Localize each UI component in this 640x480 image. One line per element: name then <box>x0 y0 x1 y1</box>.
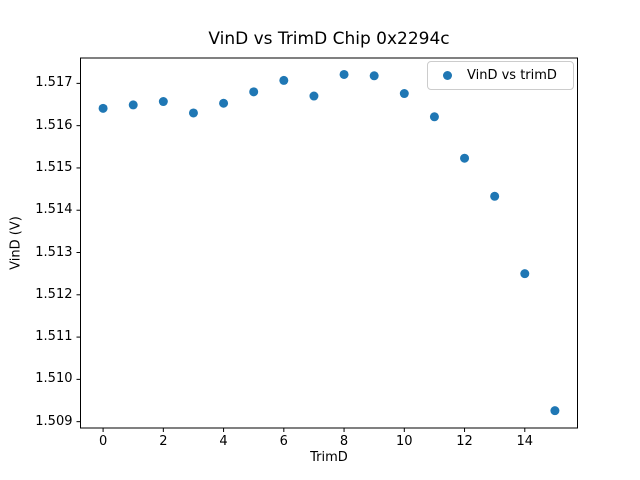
scatter-point <box>429 112 439 122</box>
scatter-point <box>490 191 500 201</box>
scatter-point <box>339 69 349 79</box>
scatter-point <box>520 269 530 279</box>
x-axis-label: TrimD <box>310 450 348 465</box>
scatter-point <box>128 100 138 110</box>
x-tick-label: 14 <box>516 434 534 449</box>
chart-title: VinD vs TrimD Chip 0x2294c <box>208 29 450 49</box>
x-tick-label: 4 <box>219 434 228 449</box>
x-tick-label: 8 <box>339 434 349 449</box>
y-tick-label: 1.513 <box>35 244 73 260</box>
scatter-point <box>550 406 560 416</box>
legend[interactable]: VinD vs trimD <box>427 61 574 90</box>
y-tick-label: 1.512 <box>35 286 73 302</box>
y-tick-label: 1.514 <box>35 202 73 218</box>
scatter-point <box>98 103 108 113</box>
y-axis-label: VinD (V) <box>8 216 24 270</box>
scatter-point <box>188 108 198 118</box>
scatter-point <box>369 71 379 81</box>
scatter-point <box>249 87 259 97</box>
y-tick-label: 1.511 <box>35 329 73 345</box>
x-tick-label: 0 <box>98 434 108 449</box>
scatter-point <box>279 75 289 85</box>
scatter-point <box>460 153 470 163</box>
scatter-point <box>158 97 168 107</box>
y-tick-label: 1.509 <box>35 413 73 429</box>
x-tick-label: 10 <box>396 434 413 449</box>
legend-label: VinD vs trimD <box>467 68 557 83</box>
y-tick-label: 1.517 <box>35 75 73 91</box>
y-tick-label: 1.516 <box>35 117 73 133</box>
legend-marker-icon <box>443 71 452 80</box>
y-tick-label: 1.510 <box>35 371 73 387</box>
scatter-point <box>309 91 319 101</box>
scatter-point <box>219 98 229 108</box>
scatter-point <box>399 89 409 99</box>
y-tick-label: 1.515 <box>35 159 73 175</box>
x-tick-label: 2 <box>159 434 168 449</box>
x-tick-label: 6 <box>279 434 288 449</box>
axes-frame <box>80 57 578 429</box>
x-tick-label: 12 <box>456 434 473 449</box>
